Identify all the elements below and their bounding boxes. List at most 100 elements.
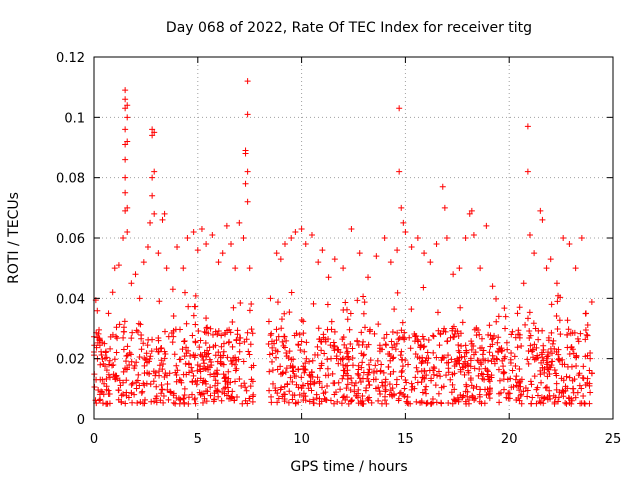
data-point xyxy=(185,303,192,310)
data-point xyxy=(224,384,231,391)
data-point xyxy=(458,354,465,361)
data-point xyxy=(122,105,129,112)
data-point xyxy=(498,345,505,352)
data-point xyxy=(183,344,190,351)
data-point xyxy=(509,367,516,374)
data-point xyxy=(566,241,573,248)
data-point xyxy=(280,391,287,398)
data-point xyxy=(383,342,390,349)
data-point xyxy=(131,362,138,369)
data-point xyxy=(358,329,365,336)
data-point xyxy=(217,354,224,361)
data-point xyxy=(122,96,129,103)
x-tick-label: 0 xyxy=(90,432,98,447)
data-point xyxy=(204,388,211,395)
data-point xyxy=(207,371,214,378)
data-point xyxy=(503,394,510,401)
data-point xyxy=(549,358,556,365)
data-point xyxy=(186,361,193,368)
data-point xyxy=(328,318,335,325)
data-point xyxy=(233,365,240,372)
data-point xyxy=(543,361,550,368)
data-point xyxy=(375,397,382,404)
data-point xyxy=(249,393,256,400)
data-point xyxy=(241,380,248,387)
data-point xyxy=(489,341,496,348)
data-point xyxy=(178,379,185,386)
data-point xyxy=(167,389,174,396)
data-point xyxy=(529,346,536,353)
data-point xyxy=(233,336,240,343)
data-point xyxy=(202,378,209,385)
data-point xyxy=(587,355,594,362)
data-point xyxy=(508,384,515,391)
data-point xyxy=(382,376,389,383)
data-point xyxy=(451,330,458,337)
data-point xyxy=(102,363,109,370)
data-point xyxy=(584,322,591,329)
data-point xyxy=(302,393,309,400)
data-point xyxy=(351,388,358,395)
data-point xyxy=(214,380,221,387)
data-point xyxy=(236,340,243,347)
data-point xyxy=(141,355,148,362)
data-point xyxy=(159,386,166,393)
data-point xyxy=(373,253,380,260)
data-point xyxy=(443,235,450,241)
data-point xyxy=(317,338,324,345)
data-point xyxy=(193,381,200,388)
data-point xyxy=(144,342,151,349)
data-point xyxy=(364,371,371,378)
data-point xyxy=(296,391,303,398)
data-point xyxy=(541,369,548,376)
data-point xyxy=(246,307,253,314)
data-point xyxy=(249,398,256,405)
data-point xyxy=(297,347,304,354)
data-point xyxy=(325,274,332,281)
data-point xyxy=(116,321,123,328)
data-point xyxy=(306,358,313,365)
data-point xyxy=(366,366,373,373)
data-point xyxy=(486,349,493,356)
data-point xyxy=(181,391,188,398)
data-point xyxy=(503,339,510,346)
data-point xyxy=(213,370,220,377)
data-point xyxy=(524,356,531,363)
data-point xyxy=(128,390,135,397)
data-point xyxy=(140,380,147,387)
data-point xyxy=(277,363,284,370)
data-point xyxy=(423,372,430,379)
data-point xyxy=(418,360,425,367)
data-point xyxy=(138,335,145,342)
data-point xyxy=(124,364,131,371)
x-tick-label: 10 xyxy=(293,432,310,447)
data-point xyxy=(489,335,496,342)
x-axis-label: GPS time / hours xyxy=(290,459,407,475)
data-point xyxy=(423,390,430,397)
data-point xyxy=(473,332,480,339)
data-point xyxy=(191,354,198,361)
data-point xyxy=(458,342,465,349)
data-point xyxy=(539,216,546,223)
data-point xyxy=(588,370,595,377)
data-point xyxy=(214,388,221,395)
data-point xyxy=(229,388,236,395)
data-point xyxy=(122,174,129,181)
data-point xyxy=(268,358,275,365)
data-point xyxy=(495,366,502,373)
data-point xyxy=(435,368,442,375)
data-point xyxy=(283,365,290,372)
data-point xyxy=(187,352,194,359)
data-point xyxy=(169,339,176,346)
data-point xyxy=(400,391,407,398)
data-point xyxy=(286,348,293,355)
data-point xyxy=(494,348,501,355)
data-point xyxy=(495,334,502,341)
data-point xyxy=(469,393,476,400)
data-point xyxy=(247,341,254,348)
data-point xyxy=(284,380,291,387)
data-point xyxy=(194,247,201,254)
data-point xyxy=(554,298,561,305)
data-point xyxy=(229,343,236,350)
data-point xyxy=(397,352,404,359)
